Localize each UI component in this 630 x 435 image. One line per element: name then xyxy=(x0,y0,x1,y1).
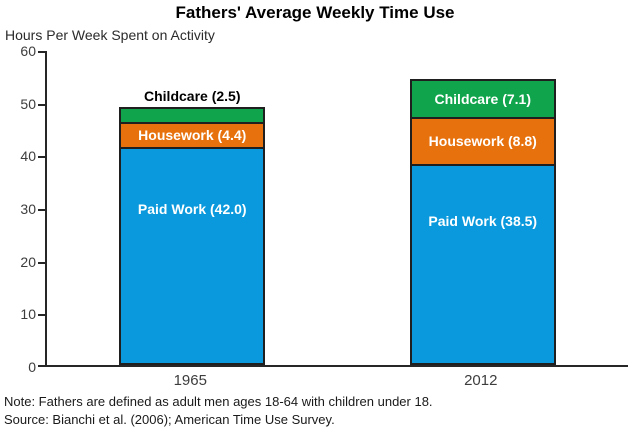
y-tick-mark-0 xyxy=(38,365,45,367)
segment-label-housework-2012: Housework (8.8) xyxy=(428,133,537,150)
segment-childcare-2012: Childcare (7.1) xyxy=(411,80,554,117)
x-tick-label-1965: 1965 xyxy=(173,372,207,389)
source-text: Source: Bianchi et al. (2006); American … xyxy=(4,412,335,427)
y-tick-mark-30 xyxy=(38,209,45,211)
y-tick-label-0: 0 xyxy=(28,359,36,375)
segment-label-childcare-2012: Childcare (7.1) xyxy=(434,90,531,107)
segment-childcare-1965 xyxy=(121,109,264,123)
segment-label-paid-work-2012: Paid Work (38.5) xyxy=(428,213,538,230)
note-text: Note: Fathers are defined as adult men a… xyxy=(4,394,433,409)
stacked-bar-1965: Housework (4.4) Paid Work (42.0) xyxy=(119,107,266,365)
segment-label-housework-1965: Housework (4.4) xyxy=(138,127,247,144)
plot-inner: Childcare (2.5) Housework (4.4) Paid Work … xyxy=(45,51,628,367)
x-tick-label-2012: 2012 xyxy=(464,372,498,389)
segment-label-paid-work-1965: Paid Work (42.0) xyxy=(137,200,247,217)
y-tick-label-40: 40 xyxy=(20,148,36,165)
y-tick-mark-50 xyxy=(38,103,45,106)
y-axis-title: Hours Per Week Spent on Activity xyxy=(5,27,215,43)
y-tick-mark-40 xyxy=(38,156,45,159)
y-tick-label-50: 50 xyxy=(20,95,36,112)
y-tick-label-10: 10 xyxy=(20,306,36,323)
y-tick-mark-20 xyxy=(38,261,45,264)
y-tick-mark-10 xyxy=(38,314,45,317)
plot-area: 0 10 20 30 40 50 60 Childcare (2.5) Housework (… xyxy=(0,43,628,375)
segment-housework-2012: Housework (8.8) xyxy=(411,116,554,164)
chart-title: Fathers' Average Weekly Time Use xyxy=(175,3,455,22)
segment-paid-work-2012: Paid Work (38.5) xyxy=(411,163,554,363)
segment-paid-work-1965: Paid Work (42.0) xyxy=(121,146,264,363)
segment-label-childcare-1965: Childcare (2.5) xyxy=(144,88,241,105)
stacked-bar-2012: Childcare (7.1) Housework (8.8) Paid Work … xyxy=(409,78,556,365)
y-tick-label-20: 20 xyxy=(20,253,36,270)
y-tick-label-30: 30 xyxy=(20,201,36,217)
segment-housework-1965: Housework (4.4) xyxy=(121,122,264,147)
y-tick-mark-60 xyxy=(38,51,45,53)
y-tick-label-60: 60 xyxy=(20,43,36,59)
